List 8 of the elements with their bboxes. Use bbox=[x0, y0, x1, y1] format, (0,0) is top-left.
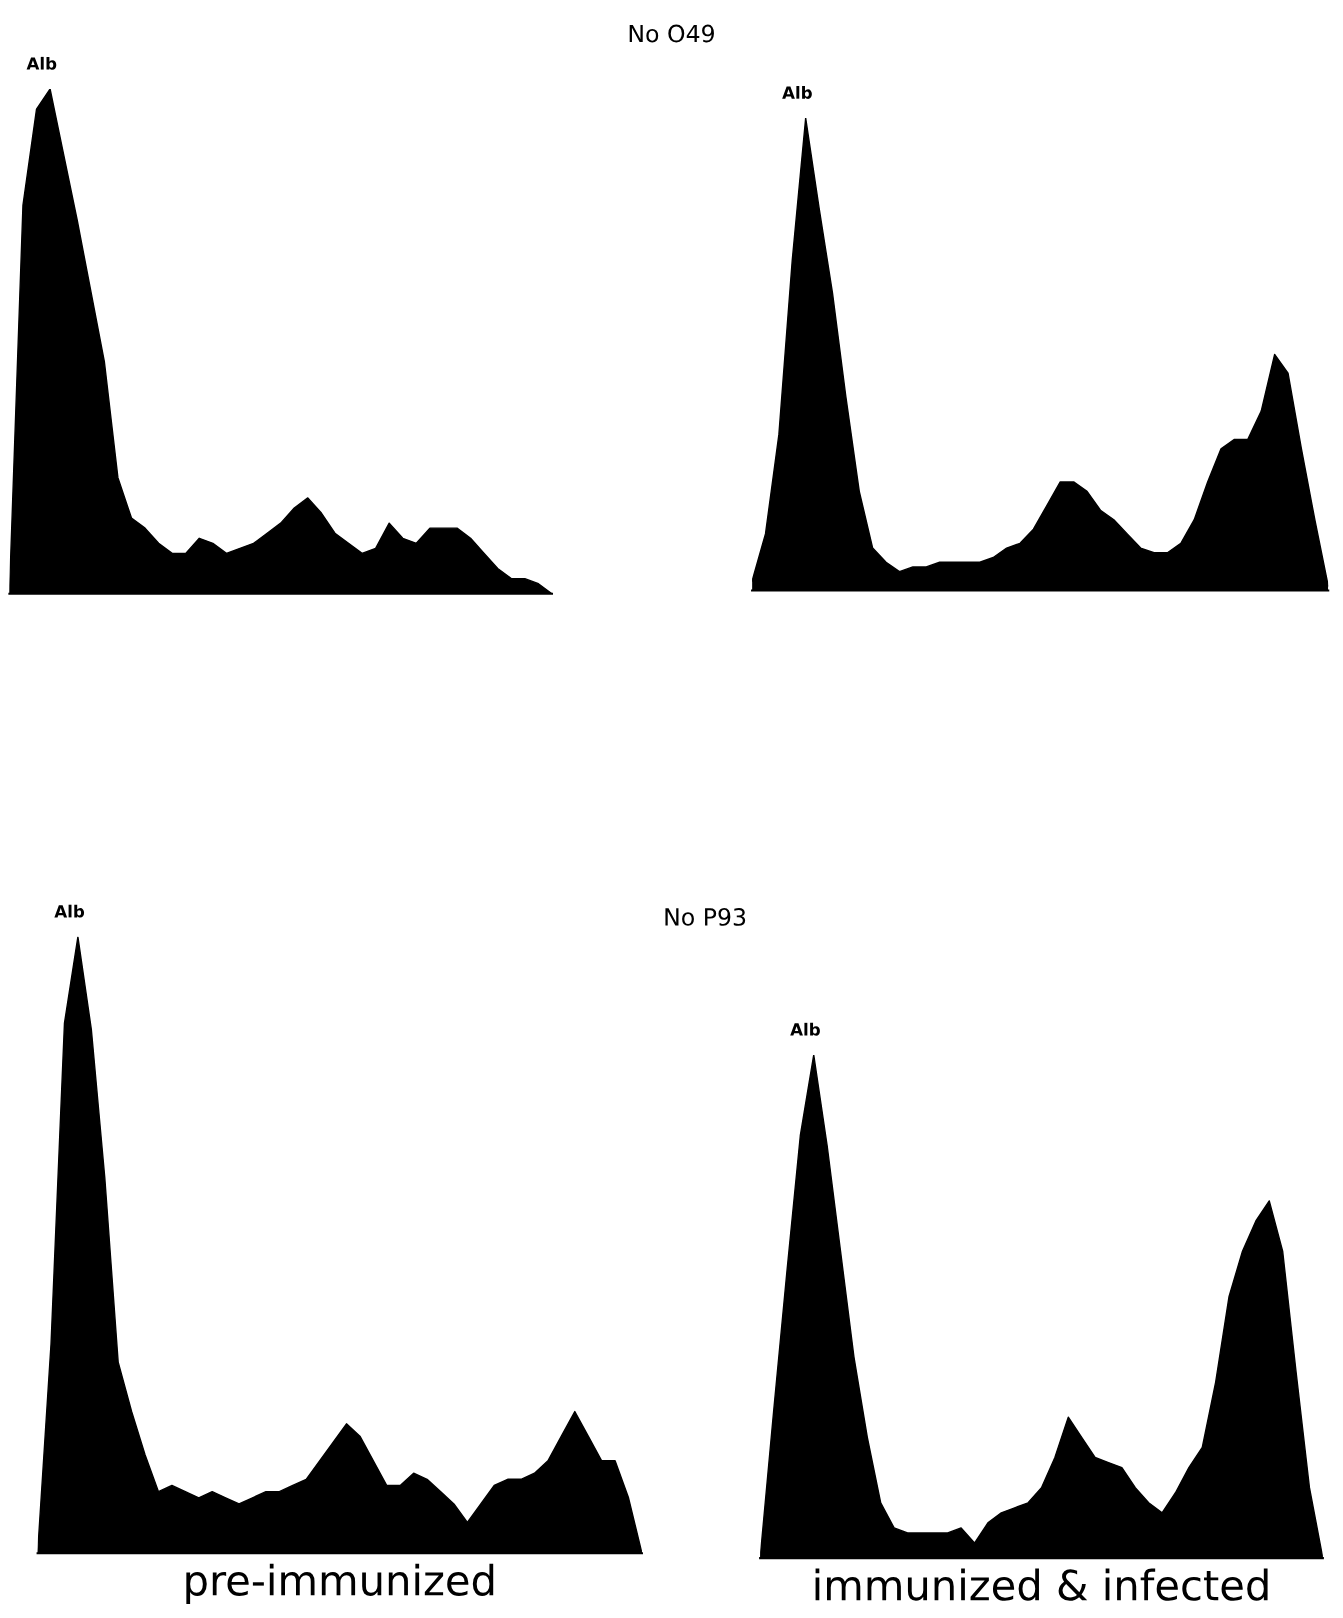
x-axis-title: pre-immunized bbox=[186, 1563, 494, 1605]
text: Alb bbox=[26, 56, 57, 70]
chart-title: No O49 bbox=[629, 24, 714, 43]
chart-title: No P93 bbox=[665, 908, 746, 926]
x-axis-title: immunized & infected bbox=[815, 1568, 1268, 1601]
text: Alb bbox=[782, 86, 812, 99]
text: Alb bbox=[790, 1022, 820, 1036]
text: Alb bbox=[54, 904, 85, 918]
